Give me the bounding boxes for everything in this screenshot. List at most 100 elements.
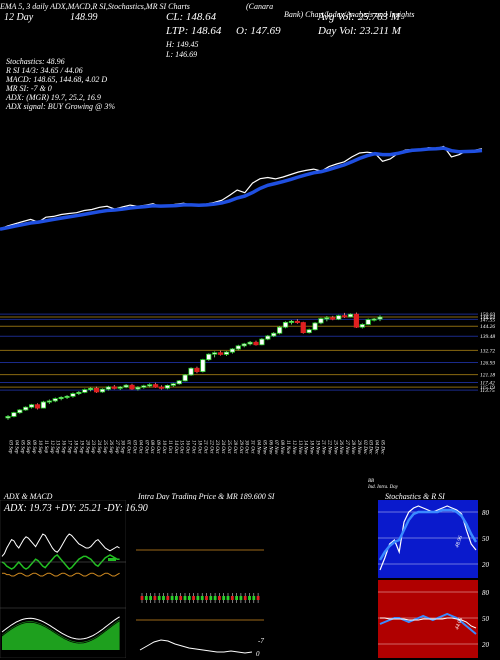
adx-macd-panel xyxy=(0,500,126,658)
rsi-line xyxy=(379,612,477,635)
intraday-candle xyxy=(175,596,178,600)
candle-body xyxy=(212,352,218,355)
date-tick-label: 03 Dec xyxy=(368,440,373,455)
candle-body xyxy=(135,386,141,390)
ltp-label: LTP: 148.64 xyxy=(166,25,222,37)
intraday-candle xyxy=(196,596,200,600)
stoch-tick-label: 50 xyxy=(482,535,490,543)
intraday-candle xyxy=(187,596,191,600)
candle-body xyxy=(170,383,176,386)
candle-body xyxy=(217,352,224,355)
intraday-candle xyxy=(183,596,187,600)
date-tick-label: 03 Sep xyxy=(8,440,13,454)
date-tick-label: 25 Nov xyxy=(332,440,337,455)
candle-body xyxy=(99,388,106,393)
date-tick-label: 12 Sep xyxy=(49,440,54,454)
intraday-candle xyxy=(149,596,152,600)
candle-body xyxy=(359,324,365,328)
intraday-candle xyxy=(243,596,247,600)
intraday-candle xyxy=(248,596,251,600)
candle-body xyxy=(188,367,194,376)
date-tick-label: 01 Oct xyxy=(126,440,131,454)
candle-body xyxy=(247,341,253,345)
candle-body xyxy=(336,315,342,320)
candle-body xyxy=(93,387,100,393)
candle-body xyxy=(29,404,35,408)
date-tick-label: 17 Sep xyxy=(67,440,72,454)
intraday-panel-bg xyxy=(132,500,268,658)
date-tick-label: 10 Oct xyxy=(161,440,166,454)
price-tick-label: 148.64 xyxy=(480,314,495,321)
intraday-candle xyxy=(230,596,234,600)
date-tick-label: 23 Oct xyxy=(214,440,219,454)
candle-body xyxy=(288,320,295,323)
intraday-candle xyxy=(153,596,157,600)
price-tick-label: 147.55 xyxy=(480,316,495,323)
intraday-panel: -7 0 xyxy=(132,500,268,658)
price-small: 148.99 xyxy=(70,12,98,23)
date-tick-label: 13 Nov xyxy=(297,440,302,455)
intraday-candle xyxy=(239,596,243,600)
date-tick-label: 04 Nov xyxy=(256,440,261,455)
date-tick-label: 05 Dec xyxy=(380,440,385,455)
mr-readout: MR SI: -7 & 0 xyxy=(6,84,52,93)
rsi-tick-label: 20 xyxy=(482,641,490,649)
price-tick-label: 121.18 xyxy=(480,373,495,379)
candle-body xyxy=(153,384,159,388)
rsi-readout: R SI 14/3: 34.65 / 44.06 xyxy=(6,66,83,75)
candle-body xyxy=(11,412,17,417)
date-tick-label: 13 Sep xyxy=(55,440,60,454)
candle-body xyxy=(64,395,70,398)
stoch-tick-label: 20 xyxy=(482,561,490,569)
open-label: O: 147.69 xyxy=(236,25,281,37)
candle-body xyxy=(70,393,76,397)
candle-body xyxy=(40,401,47,409)
date-tick-label: 15 Oct xyxy=(179,440,184,454)
candle-body xyxy=(88,387,94,391)
intraday-candle xyxy=(213,596,217,600)
candle-body xyxy=(206,353,212,361)
candle-body xyxy=(318,318,324,324)
candle-body xyxy=(164,385,171,389)
candle-body xyxy=(194,367,200,373)
macd-histogram-area xyxy=(2,619,120,650)
candle-body xyxy=(52,398,58,402)
rsi-signal-line xyxy=(380,617,477,629)
title-line-1: (Canara xyxy=(246,2,274,11)
stoch-rsi-panel: 80 50 20 80 50 20 48.96 44.06 xyxy=(378,500,490,658)
candle-body xyxy=(371,318,377,321)
adx-readout: ADX: (MGR) 19.7, 25.2, 16.9 xyxy=(6,93,101,102)
date-tick-label: 04 Dec xyxy=(374,440,379,455)
candle-body xyxy=(223,351,230,355)
candle-body xyxy=(365,319,371,325)
intraday-candle xyxy=(170,596,174,600)
intraday-candle xyxy=(162,596,165,600)
date-tick-label: 18 Nov xyxy=(309,440,314,455)
date-tick-label: 20 Sep xyxy=(84,440,89,454)
candle-body xyxy=(300,322,306,334)
candle-body xyxy=(277,326,283,334)
date-tick-label: 12 Nov xyxy=(291,440,296,455)
date-tick-label: 14 Nov xyxy=(303,440,308,455)
adx-panel-label: ADX & MACD xyxy=(4,492,53,501)
date-tick-label: 16 Oct xyxy=(185,440,190,454)
candle-body xyxy=(58,396,64,400)
date-tick-label: 22 Oct xyxy=(208,440,213,454)
candle-body xyxy=(259,338,265,346)
date-tick-label: 06 Nov xyxy=(267,440,272,455)
plus-di-line xyxy=(1,554,120,570)
date-tick-label: 30 Sep xyxy=(120,440,125,454)
date-tick-label: 28 Oct xyxy=(232,440,237,454)
mrsi-line xyxy=(139,639,253,654)
candle-body xyxy=(265,335,271,340)
intraday-panel-label: Intra Day Trading Price & MR 189.600 SI xyxy=(138,492,275,501)
price-tick-label: 144.26 xyxy=(480,323,495,330)
rsi-value-label: 44.06 xyxy=(453,616,464,630)
date-tick-label: 24 Oct xyxy=(220,440,225,454)
date-tick-label: 28 Nov xyxy=(350,440,355,455)
candle-body xyxy=(182,374,188,382)
date-tick-label: 27 Nov xyxy=(344,440,349,455)
adx-values: ADX: 19.73 +DY: 25.21 -DY: 16.90 xyxy=(4,503,148,514)
adx-line xyxy=(1,533,120,557)
